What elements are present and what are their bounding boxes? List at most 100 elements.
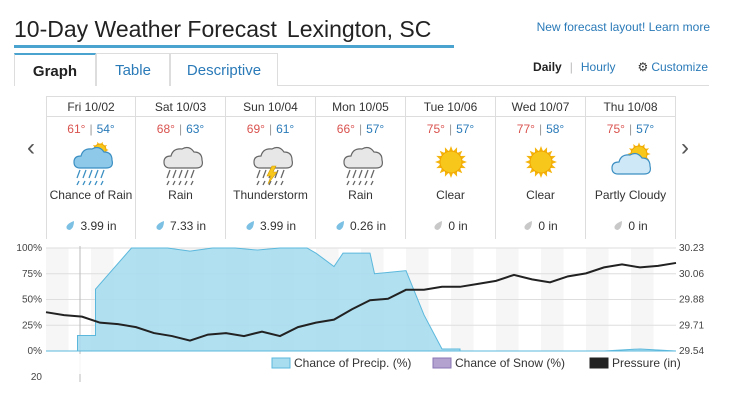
tab-graph[interactable]: Graph [14,53,96,86]
left-axis-tick: 20 [31,372,43,383]
day-column: Sat 10/03 68° | 63° Rain 7.33 in [136,97,226,239]
right-axis-tick: 30.23 [679,243,704,254]
day-column: Fri 10/02 61° | 54° Chance of Rain 3.99 in [46,97,136,239]
left-axis-tick: 25% [22,320,42,331]
day-column: Thu 10/08 75° | 57° Partly Cloudy 0 in [586,97,676,239]
day-label: Fri 10/02 [47,97,135,117]
left-axis-tick: 100% [16,243,42,254]
day-label: Mon 10/05 [316,97,405,117]
condition-label: Chance of Rain [49,188,133,202]
next-days-arrow[interactable]: › [681,134,689,161]
day-temps: 75° | 57° [586,122,675,136]
precip-value: 0 in [448,219,468,233]
title-underline [14,45,454,48]
rain-icon [342,146,383,186]
low-temp: 54° [96,122,115,136]
left-axis-tick: 75% [22,269,42,280]
high-temp: 61° [67,122,86,136]
left-axis-tick: 0% [28,346,43,357]
legend-label: Pressure (in) [612,356,681,370]
temp-separator: | [448,122,453,136]
day-column: Wed 10/07 77° | 58° Clear 0 in [496,97,586,239]
day-temps: 69° | 61° [226,122,315,136]
partly-cloudy-icon [610,142,651,175]
page-title: 10-Day Weather Forecast Lexington, SC [14,16,431,43]
gear-icon: ⚙ [637,60,649,74]
low-temp: 57° [636,122,655,136]
precip-amount: 3.99 in [226,219,315,233]
day-temps: 61° | 54° [47,122,135,136]
customize-label: Customize [651,60,708,74]
daily-link[interactable]: Daily [533,60,562,74]
day-label: Sun 10/04 [226,97,315,117]
legend-swatch [271,357,291,369]
forecast-title: 10-Day Weather Forecast [14,16,277,42]
precip-amount: 0 in [406,219,495,233]
prev-days-arrow[interactable]: ‹ [27,134,35,161]
low-temp: 63° [186,122,205,136]
right-axis-tick: 29.54 [679,346,704,357]
new-layout-link[interactable]: New forecast layout! Learn more [536,20,710,34]
raindrop-icon [336,221,344,230]
raindrop-icon [434,221,443,230]
precip-value: 0 in [628,219,648,233]
high-temp: 66° [336,122,355,136]
condition-label: Rain [168,188,193,202]
high-temp: 68° [156,122,175,136]
day-temps: 68° | 63° [136,122,225,136]
rain-icon [162,146,203,186]
precip-value: 3.99 in [80,219,117,233]
precip-amount: 0 in [496,219,585,233]
day-label: Thu 10/08 [586,97,675,117]
low-temp: 57° [456,122,475,136]
day-column: Tue 10/06 75° | 57° Clear 0 in [406,97,496,239]
low-temp: 61° [276,122,295,136]
right-axis-tick: 30.06 [679,269,704,280]
condition-label: Thunderstorm [233,188,308,202]
day-label: Wed 10/07 [496,97,585,117]
temp-separator: | [178,122,183,136]
precip-amount: 3.99 in [47,219,135,233]
low-temp: 58° [546,122,565,136]
day-temps: 75° | 57° [406,122,495,136]
condition-label: Partly Cloudy [594,188,667,202]
precip-amount: 0.26 in [316,219,405,233]
tab-table[interactable]: Table [96,53,170,86]
view-tabs: Graph Table Descriptive [14,53,278,86]
precip-value: 3.99 in [259,219,297,233]
condition-label: Clear [436,188,465,202]
view-options: Daily | Hourly ⚙ Customize [533,60,708,74]
day-temps: 77° | 58° [496,122,585,136]
right-axis-tick: 29.71 [679,320,704,331]
condition-label: Rain [348,188,373,202]
precip-chance-area [46,247,677,352]
view-separator: | [569,60,573,74]
raindrop-icon [66,221,75,230]
raindrop-icon [156,221,164,230]
precip-amount: 7.33 in [136,219,225,233]
precip-value: 7.33 in [169,219,207,233]
raindrop-icon [614,221,623,230]
day-column: Sun 10/04 69° | 61° Thunderstorm 3.99 in [226,97,316,239]
precip-value: 0.26 in [349,219,387,233]
tab-descriptive[interactable]: Descriptive [170,53,278,86]
raindrop-icon [246,221,254,230]
temp-separator: | [358,122,363,136]
high-temp: 75° [606,122,625,136]
temp-separator: | [89,122,93,136]
forecast-chart: 100% 75% 50% 25% 0% 20 30.23 30.06 29.88 29.71 29.… [16,243,704,383]
location-name: Lexington, SC [286,16,432,42]
customize-button[interactable]: ⚙ Customize [638,60,708,74]
low-temp: 57° [366,122,385,136]
legend-background [46,354,676,374]
right-axis-tick: 29.88 [679,295,704,306]
daily-forecast-strip: Fri 10/02 61° | 54° Chance of Rain 3.99 in… [46,96,676,239]
hourly-link[interactable]: Hourly [580,60,616,74]
day-label: Sat 10/03 [136,97,225,117]
sun-icon [524,146,557,178]
high-temp: 75° [426,122,445,136]
tab-divider [278,85,709,86]
left-axis-tick: 50% [22,295,42,306]
chance-rain-icon [73,141,113,186]
high-temp: 77° [516,122,535,136]
